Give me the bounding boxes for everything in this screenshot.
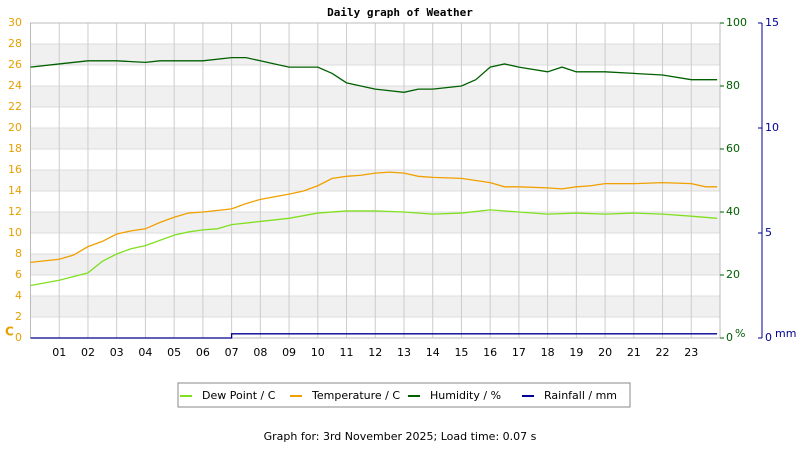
x-tick-label: 09 [282, 346, 296, 359]
y2-tick-label: 0 [726, 331, 733, 344]
x-tick-label: 20 [598, 346, 612, 359]
y2-tick-label: 40 [726, 205, 740, 218]
legend-label: Rainfall / mm [544, 389, 617, 402]
y3-tick-label: 0 [765, 331, 772, 344]
legend-label: Dew Point / C [202, 389, 276, 402]
y2-axis-unit: % [735, 327, 745, 340]
x-tick-label: 11 [340, 346, 354, 359]
x-tick-label: 03 [110, 346, 124, 359]
x-tick-label: 23 [684, 346, 698, 359]
y-tick-label: 8 [15, 247, 22, 260]
x-tick-label: 04 [138, 346, 152, 359]
x-tick-label: 17 [512, 346, 526, 359]
y2-tick-label: 20 [726, 268, 740, 281]
y-tick-label: 14 [8, 184, 22, 197]
series-line [30, 333, 718, 339]
y2-tick-label: 60 [726, 142, 740, 155]
footer: Graph for: 3rd November 2025; Load time:… [264, 430, 537, 443]
series-line [30, 171, 718, 264]
y-tick-label: 0 [15, 331, 22, 344]
y-tick-label: 20 [8, 121, 22, 134]
chart-title: Daily graph of Weather [327, 6, 473, 19]
x-tick-label: 22 [656, 346, 670, 359]
x-tick-label: 05 [167, 346, 181, 359]
x-tick-label: 16 [483, 346, 497, 359]
y3-axis-unit: mm [775, 327, 796, 340]
y-tick-label: 6 [15, 268, 22, 281]
y3-tick-label: 15 [765, 16, 779, 29]
x-tick-label: 19 [569, 346, 583, 359]
y-tick-label: 4 [15, 289, 22, 302]
y-tick-label: 12 [8, 205, 22, 218]
x-tick-label: 10 [311, 346, 325, 359]
y-tick-label: 22 [8, 100, 22, 113]
x-tick-label: 01 [52, 346, 66, 359]
x-tick-label: 21 [627, 346, 641, 359]
y-tick-label: 16 [8, 163, 22, 176]
y-tick-label: 28 [8, 37, 22, 50]
y-tick-label: 30 [8, 16, 22, 29]
series-line [30, 57, 718, 93]
y2-tick-label: 80 [726, 79, 740, 92]
x-tick-label: 08 [253, 346, 267, 359]
x-tick-label: 14 [426, 346, 440, 359]
legend-label: Temperature / C [311, 389, 400, 402]
legend-label: Humidity / % [430, 389, 501, 402]
y-tick-label: 10 [8, 226, 22, 239]
y-axis-unit: C [5, 325, 14, 339]
y-tick-label: 26 [8, 58, 22, 71]
y-tick-label: 2 [15, 310, 22, 323]
x-tick-label: 07 [225, 346, 239, 359]
plot-border [30, 22, 721, 339]
x-tick-label: 12 [368, 346, 382, 359]
x-tick-label: 15 [454, 346, 468, 359]
x-tick-label: 13 [397, 346, 411, 359]
series-line [30, 209, 718, 287]
legend-box [177, 382, 631, 408]
x-tick-label: 18 [541, 346, 555, 359]
y2-tick-label: 100 [726, 16, 747, 29]
x-tick-label: 02 [81, 346, 95, 359]
y3-tick-label: 10 [765, 121, 779, 134]
x-tick-label: 06 [196, 346, 210, 359]
y-tick-label: 24 [8, 79, 22, 92]
y3-tick-label: 5 [765, 226, 772, 239]
y-tick-label: 18 [8, 142, 22, 155]
